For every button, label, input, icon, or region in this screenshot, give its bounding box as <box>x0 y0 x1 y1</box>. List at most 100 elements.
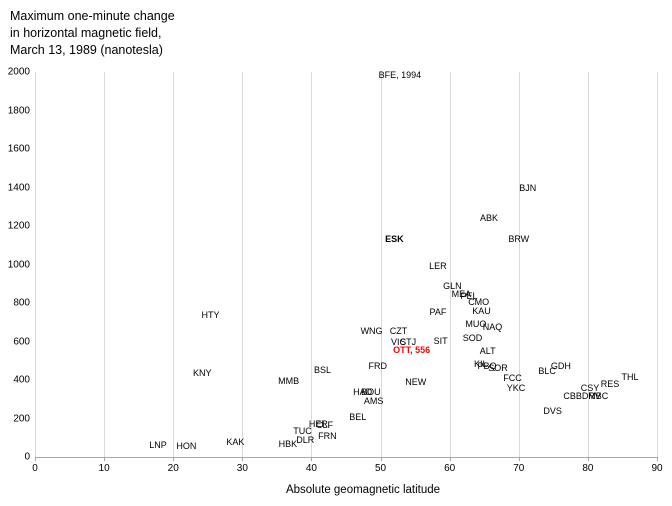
x-tick-label-20: 20 <box>167 463 179 474</box>
gridline-x-60 <box>449 72 451 457</box>
y-axis-line <box>35 72 36 457</box>
point-muo: MUO <box>465 319 487 330</box>
x-tick-mark-0 <box>35 457 36 461</box>
point-sod: SOD <box>462 333 483 344</box>
y-tick-label-1400: 1400 <box>7 182 30 193</box>
x-axis-line <box>35 457 657 458</box>
point-cmo: CMO <box>468 297 490 308</box>
point-csy: CSY <box>580 383 600 394</box>
gridline-x-30 <box>242 72 244 457</box>
x-tick-mark-70 <box>518 457 520 461</box>
point-mbc: MBC <box>588 390 609 401</box>
point-naq: NAQ <box>482 322 503 333</box>
point-bjn: BJN <box>519 182 537 193</box>
point-her: HER <box>308 419 328 430</box>
x-tick-mark-30 <box>242 457 244 461</box>
y-tick-label-1800: 1800 <box>7 105 30 116</box>
point-hty: HTY <box>201 309 220 320</box>
x-tick-mark-60 <box>449 457 451 461</box>
point-kak: KAK <box>226 436 245 447</box>
point-clf: CLF <box>316 420 334 431</box>
point-sit: SIT <box>433 335 448 346</box>
x-tick-label-60: 60 <box>444 463 456 474</box>
point-hon: HON <box>176 441 197 452</box>
x-tick-label-0: 0 <box>32 463 38 474</box>
x-tick-label-80: 80 <box>582 463 594 474</box>
gridline-x-50 <box>380 72 382 457</box>
point-kny: KNY <box>192 368 212 379</box>
point-frn: FRN <box>318 431 337 442</box>
point-tuc: TUC <box>293 426 312 437</box>
point-brw: BRW <box>508 234 530 245</box>
gridline-x-70 <box>518 72 520 457</box>
point-pel: PEL <box>460 290 478 301</box>
point-new: NEW <box>405 376 427 387</box>
y-tick-label-400: 400 <box>13 374 30 386</box>
x-tick-label-50: 50 <box>374 463 387 474</box>
point-ykc: YKC <box>506 383 526 394</box>
gridline-x-40 <box>311 72 313 457</box>
point-kau: KAU <box>472 306 491 317</box>
point-alt: ALT <box>479 345 496 356</box>
point-paf: PAF <box>429 307 447 318</box>
y-tick-label-1200: 1200 <box>7 220 30 232</box>
x-axis-title: Absolute geomagnetic latitude <box>285 484 441 496</box>
point-cbb: CBB <box>563 390 582 401</box>
gridline-x-10 <box>104 72 106 457</box>
y-tick-label-600: 600 <box>13 336 30 347</box>
point-hbk: HBK <box>278 438 298 449</box>
point-fcc: FCC <box>503 373 522 384</box>
point-wng: WNG <box>360 326 383 337</box>
y-tick-label-1600: 1600 <box>7 143 30 155</box>
gridline-x-20 <box>173 72 175 457</box>
x-tick-mark-90 <box>657 457 658 461</box>
point-sor: SOR <box>488 363 508 374</box>
point-bel: BEL <box>349 411 367 422</box>
point-pbq: PBQ <box>477 360 497 371</box>
x-tick-mark-50 <box>380 457 382 461</box>
point-abk: ABK <box>480 213 499 224</box>
y-tick-label-2000: 2000 <box>7 66 30 78</box>
point-had: HAD <box>353 386 373 397</box>
point-res: RES <box>600 379 620 390</box>
point-ler: LER <box>429 261 447 272</box>
point-dlr: DLR <box>296 435 315 446</box>
y-tick-label-0: 0 <box>24 451 30 463</box>
y-tick-label-1000: 1000 <box>7 259 30 270</box>
point-thl: THL <box>621 371 639 382</box>
point-mmb: MMB <box>278 375 300 386</box>
point-lnp: LNP <box>149 440 167 451</box>
x-tick-mark-80 <box>587 457 589 461</box>
x-tick-mark-10 <box>104 457 106 461</box>
point-kil: KIL <box>474 359 488 370</box>
chart-title: Maximum one-minute change in horizontal … <box>10 9 175 57</box>
point-drv: DRV <box>581 390 601 401</box>
point-ott: OTT, 556 <box>393 344 431 355</box>
point-gln: GLN <box>443 280 462 291</box>
y-tick-label-200: 200 <box>13 413 30 424</box>
x-tick-mark-20 <box>173 457 175 461</box>
gridline-x-90 <box>657 72 658 457</box>
point-gdh: GDH <box>550 360 571 371</box>
point-blc: BLC <box>538 365 556 376</box>
x-tick-mark-40 <box>311 457 313 461</box>
x-tick-label-30: 30 <box>236 463 248 474</box>
point-esk: ESK <box>385 234 404 245</box>
point-bsl: BSL <box>313 364 332 375</box>
x-tick-label-70: 70 <box>513 463 525 474</box>
point-bou: BOU <box>361 386 381 397</box>
y-tick-label-800: 800 <box>13 297 30 309</box>
x-tick-label-40: 40 <box>305 463 317 474</box>
point-frd: FRD <box>368 361 388 372</box>
point-dvs: DVS <box>543 405 562 416</box>
point-czt: CZT <box>389 325 408 336</box>
x-tick-label-10: 10 <box>98 463 110 474</box>
gridline-x-80 <box>587 72 589 457</box>
point-mea: MEA <box>451 289 472 300</box>
point-vic: VIC <box>391 337 407 348</box>
x-tick-label-90: 90 <box>651 463 663 474</box>
point-ams: AMS <box>363 395 384 406</box>
point-stj: STJ <box>400 337 417 348</box>
